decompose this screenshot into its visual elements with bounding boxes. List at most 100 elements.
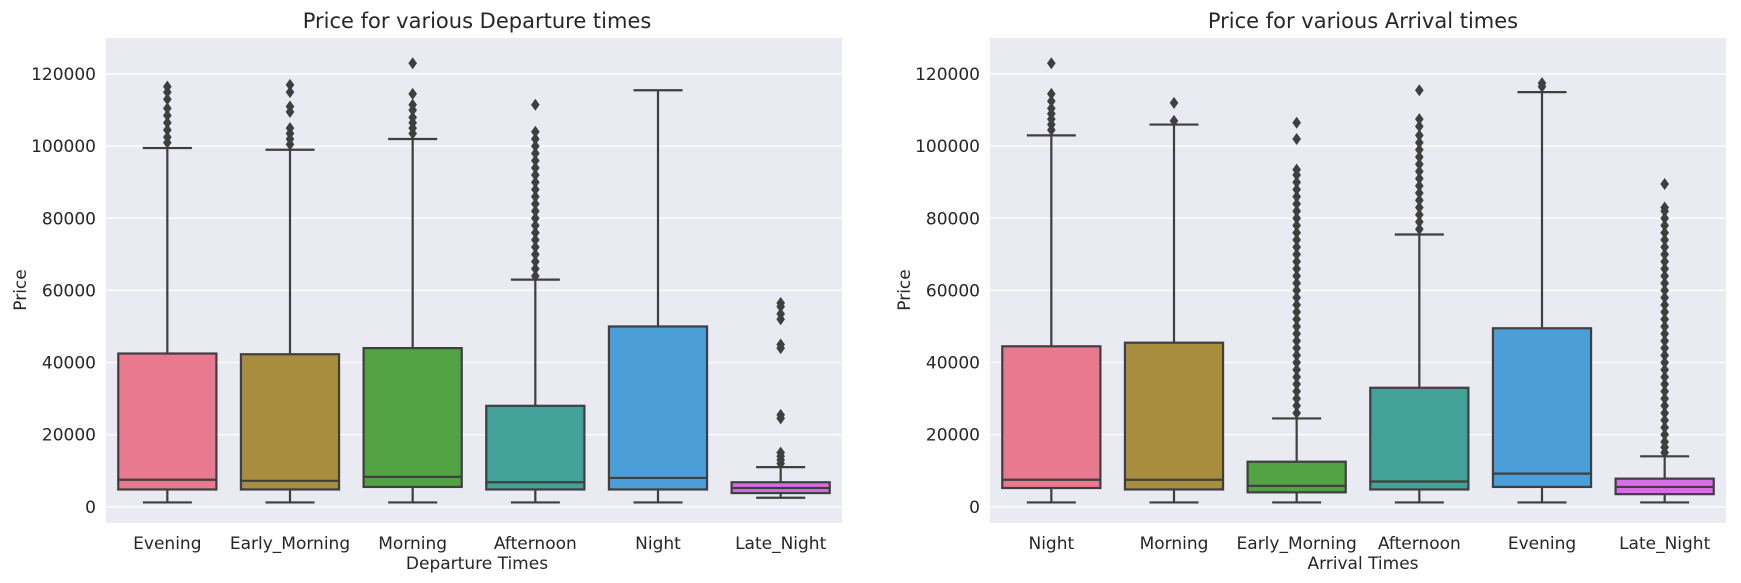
y-tick-label: 0 — [969, 498, 980, 518]
outlier-point — [1292, 385, 1301, 398]
outlier-point — [1292, 378, 1301, 391]
outlier-point — [531, 183, 540, 196]
outlier-point — [1660, 385, 1669, 398]
outlier-point — [1415, 84, 1424, 97]
box-late-night — [730, 297, 831, 499]
box-night — [1001, 57, 1102, 504]
outlier-point — [1660, 226, 1669, 239]
outlier-point — [1660, 435, 1669, 448]
outlier-point — [285, 86, 295, 99]
outlier-point — [1292, 241, 1301, 254]
y-tick-label: 60000 — [42, 281, 96, 301]
chart-title: Price for various Departure times — [303, 9, 652, 33]
outlier-point — [531, 262, 540, 275]
outlier-point — [1415, 208, 1424, 221]
outlier-point — [408, 87, 417, 100]
outlier-point — [408, 98, 417, 111]
x-tick-label: Night — [635, 534, 681, 554]
outlier-point — [163, 109, 172, 122]
outlier-point — [163, 123, 172, 136]
x-tick-label: Evening — [133, 534, 201, 554]
outlier-point — [1415, 150, 1424, 163]
outlier-point — [1660, 356, 1669, 369]
outlier-point — [1660, 219, 1669, 232]
outlier-point — [1292, 334, 1301, 347]
outlier-point — [1292, 212, 1301, 225]
outlier-point — [1292, 277, 1301, 290]
outlier-point — [1292, 327, 1301, 340]
outlier-point — [531, 255, 540, 268]
outlier-point — [1047, 95, 1056, 108]
y-tick-label: 80000 — [42, 209, 96, 229]
arrival-chart-panel: 0 20000 40000 60000 80000 100000 120000 Night Mo… — [895, 9, 1726, 574]
iqr-box — [239, 353, 341, 491]
outlier-point — [1660, 212, 1669, 225]
outlier-point — [1415, 143, 1424, 156]
outlier-point — [531, 98, 540, 111]
outlier-point — [1660, 399, 1669, 412]
outlier-point — [776, 338, 785, 351]
y-tick-label: 60000 — [926, 281, 980, 301]
outlier-point — [1292, 291, 1301, 304]
outlier-point — [1660, 262, 1669, 275]
outlier-point — [776, 408, 785, 421]
outlier-point — [1292, 116, 1301, 129]
y-axis-label: Price — [11, 269, 31, 310]
outlier-point — [531, 219, 540, 232]
outlier-point — [1660, 320, 1669, 333]
outlier-point — [1415, 120, 1424, 133]
outlier-point — [1660, 269, 1669, 282]
outlier-point — [1660, 284, 1669, 297]
outlier-point — [531, 190, 540, 203]
outlier-point — [1415, 158, 1424, 171]
outlier-point — [1292, 176, 1301, 189]
box-afternoon — [1369, 84, 1470, 504]
outlier-point — [531, 269, 540, 282]
outlier-point — [408, 111, 417, 124]
outlier-point — [1292, 132, 1301, 145]
outlier-point — [1292, 190, 1301, 203]
x-tick-label: Late_Night — [1619, 534, 1711, 554]
outlier-point — [1169, 96, 1179, 109]
outlier-point — [1660, 248, 1669, 261]
y-tick-label: 40000 — [926, 354, 980, 374]
outlier-point — [1292, 183, 1301, 196]
outlier-point — [1292, 197, 1301, 210]
plot-area — [990, 38, 1726, 523]
outlier-point — [1292, 306, 1301, 319]
box-evening — [1491, 77, 1593, 504]
chart-title: Price for various Arrival times — [1208, 9, 1518, 33]
outlier-point — [1660, 349, 1669, 362]
outlier-point — [1292, 399, 1301, 412]
box-night — [607, 89, 709, 504]
outlier-point — [1415, 201, 1424, 214]
outlier-point — [1660, 421, 1669, 434]
x-tick-label: Afternoon — [1378, 534, 1461, 554]
outlier-point — [163, 102, 172, 115]
y-tick-label: 120000 — [915, 65, 980, 85]
box-morning — [362, 57, 463, 504]
outlier-point — [1415, 179, 1424, 192]
iqr-box — [1123, 341, 1225, 491]
y-tick-label: 100000 — [915, 137, 980, 157]
x-tick-label: Early_Morning — [1237, 534, 1357, 554]
outlier-point — [1292, 269, 1301, 282]
outlier-point — [1660, 407, 1669, 420]
box-late-night — [1614, 178, 1715, 504]
outlier-point — [531, 226, 540, 239]
x-tick-label: Night — [1028, 534, 1074, 554]
iqr-box — [362, 347, 463, 489]
outlier-point — [1292, 370, 1301, 383]
outlier-point — [1169, 114, 1179, 127]
outlier-point — [1292, 392, 1301, 405]
iqr-box — [485, 404, 586, 491]
iqr-box — [1369, 386, 1470, 491]
outlier-point — [1415, 136, 1424, 149]
outlier-point — [1660, 334, 1669, 347]
outlier-point — [531, 132, 540, 145]
outlier-point — [531, 125, 540, 138]
outlier-point — [531, 147, 540, 160]
x-axis-label: Arrival Times — [1307, 554, 1418, 574]
outlier-point — [531, 169, 540, 182]
